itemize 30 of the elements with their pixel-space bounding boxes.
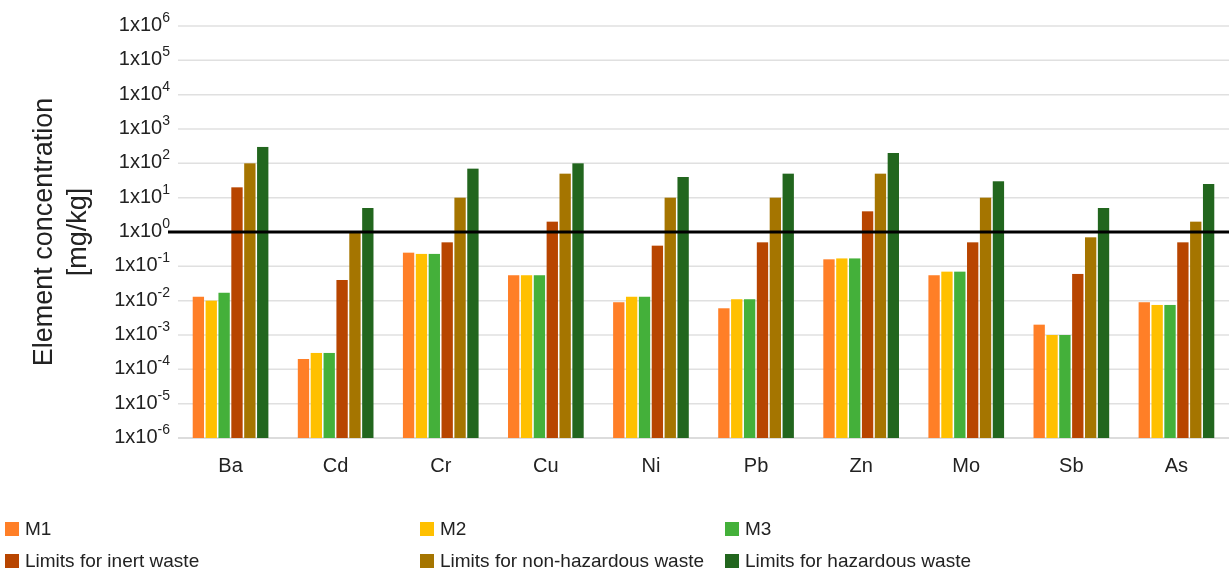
x-tick-label: Ni bbox=[641, 454, 661, 476]
legend-label: M3 bbox=[745, 518, 772, 540]
y-tick-label: 1x10$^{4}$ bbox=[118, 77, 171, 104]
x-tick-label: Cr bbox=[430, 454, 452, 476]
legend-label: M2 bbox=[440, 518, 467, 540]
x-tick-label: Zn bbox=[849, 454, 873, 476]
x-tick-label: Pb bbox=[743, 454, 769, 476]
legend-label: M1 bbox=[25, 518, 52, 540]
y-tick-label: 1x10$^{2}$ bbox=[118, 146, 171, 173]
y-tick-label: 1x10$^{-2}$ bbox=[114, 283, 171, 310]
legend-label: Limits for inert waste bbox=[25, 550, 200, 572]
y-tick-label: 1x10$^{-3}$ bbox=[114, 317, 171, 345]
y-tick-label: 1x10$^{3}$ bbox=[118, 111, 171, 139]
legend-label: Limits for hazardous waste bbox=[745, 550, 971, 572]
y-tick-label: 1x10$^{5}$ bbox=[118, 43, 171, 70]
x-tick-label: As bbox=[1164, 454, 1189, 476]
x-tick-label: Ba bbox=[218, 454, 244, 476]
y-tick-label: 1x10$^{-4}$ bbox=[114, 352, 171, 379]
x-tick-label: Sb bbox=[1059, 454, 1084, 476]
x-tick-label: Cd bbox=[322, 454, 349, 476]
x-tick-label: Cu bbox=[533, 454, 559, 476]
y-tick-label: 1x10$^{-6}$ bbox=[114, 420, 171, 448]
x-tick-label: Mo bbox=[952, 454, 981, 476]
y-tick-label: 1x10$^{6}$ bbox=[118, 8, 171, 36]
y-tick-label: 1x10$^{-5}$ bbox=[114, 386, 171, 413]
y-tick-label: 1x10$^{0}$ bbox=[118, 214, 171, 242]
y-tick-label: 1x10$^{1}$ bbox=[118, 180, 171, 207]
y-tick-label: 1x10$^{-1}$ bbox=[114, 249, 171, 276]
y-axis-title: Element concentration [mg/kg] bbox=[28, 97, 92, 367]
legend-label: Limits for non-hazardous waste bbox=[440, 550, 705, 572]
